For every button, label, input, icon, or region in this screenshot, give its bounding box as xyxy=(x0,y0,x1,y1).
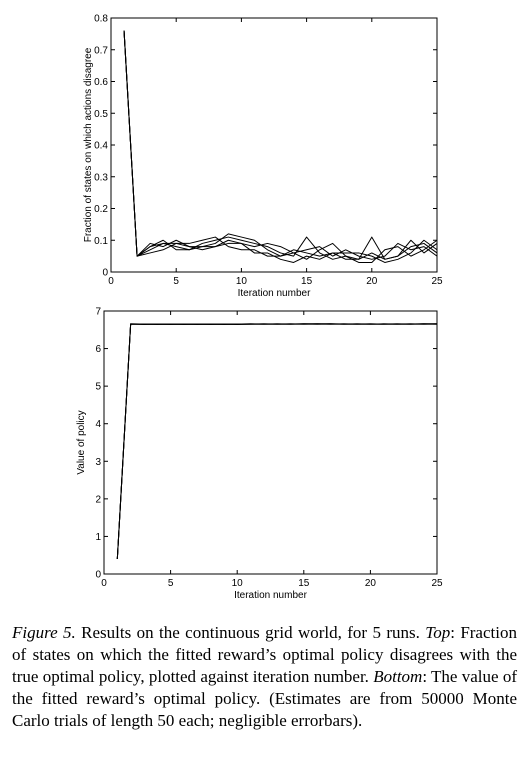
x-tick-label: 10 xyxy=(236,276,248,287)
series-line xyxy=(116,323,437,559)
caption-emphasis: Bottom xyxy=(373,667,423,686)
x-tick-label: 15 xyxy=(298,578,310,589)
y-tick-label: 7 xyxy=(95,307,101,318)
x-tick-label: 5 xyxy=(173,276,179,287)
y-tick-label: 2 xyxy=(95,494,101,505)
x-tick-label: 25 xyxy=(431,578,443,589)
y-tick-label: 0 xyxy=(95,570,101,581)
y-axis-label: Fraction of states on which actions disa… xyxy=(83,47,94,242)
x-tick-label: 5 xyxy=(168,578,174,589)
y-tick-label: 0.1 xyxy=(94,236,108,247)
y-tick-label: 3 xyxy=(95,457,101,468)
series-line xyxy=(123,30,438,263)
x-tick-label: 0 xyxy=(108,276,114,287)
caption-text: : Fraction of states on which the fitted… xyxy=(12,623,517,686)
y-tick-label: 5 xyxy=(95,382,101,393)
series-line xyxy=(116,323,438,559)
series-line xyxy=(116,323,437,559)
plot-frame xyxy=(110,17,438,273)
series-line xyxy=(123,30,438,260)
caption: Figure 5. Results on the continuous grid… xyxy=(12,622,517,732)
series-line xyxy=(123,30,438,263)
caption-emphasis: Top xyxy=(425,623,451,642)
x-tick-label: 15 xyxy=(301,276,313,287)
y-tick-label: 1 xyxy=(95,532,101,543)
y-tick-label: 0.6 xyxy=(94,77,108,88)
x-tick-label: 20 xyxy=(365,578,377,589)
y-tick-label: 0 xyxy=(102,268,108,279)
x-tick-label: 20 xyxy=(366,276,378,287)
series-line xyxy=(116,323,437,559)
y-tick-label: 0.2 xyxy=(94,204,108,215)
caption-text: : The value of the fitted reward’s optim… xyxy=(12,667,517,730)
y-tick-label: 0.3 xyxy=(94,172,108,183)
series-line xyxy=(116,323,438,559)
x-tick-label: 25 xyxy=(431,276,443,287)
x-axis-label: Iteration number xyxy=(234,590,307,601)
figure: 00.10.20.30.40.50.60.70.80 5 10 15 20 25Itera… xyxy=(76,14,443,602)
y-tick-label: 4 xyxy=(95,419,101,430)
caption-emphasis: Figure 5. xyxy=(12,623,76,642)
plot-frame xyxy=(103,310,438,575)
x-axis-label: Iteration number xyxy=(238,288,311,299)
y-tick-label: 0.7 xyxy=(94,45,108,56)
y-tick-label: 6 xyxy=(95,344,101,355)
caption-text: Results on the continuous grid world, fo… xyxy=(75,623,426,642)
y-tick-label: 0.4 xyxy=(94,141,108,152)
y-tick-label: 0.5 xyxy=(94,109,108,120)
series-line xyxy=(123,30,438,263)
series-line xyxy=(123,30,438,260)
x-tick-label: 10 xyxy=(232,578,244,589)
y-axis-label: Value of policy xyxy=(76,410,87,474)
y-tick-label: 0.8 xyxy=(94,14,108,25)
x-tick-label: 0 xyxy=(101,578,107,589)
